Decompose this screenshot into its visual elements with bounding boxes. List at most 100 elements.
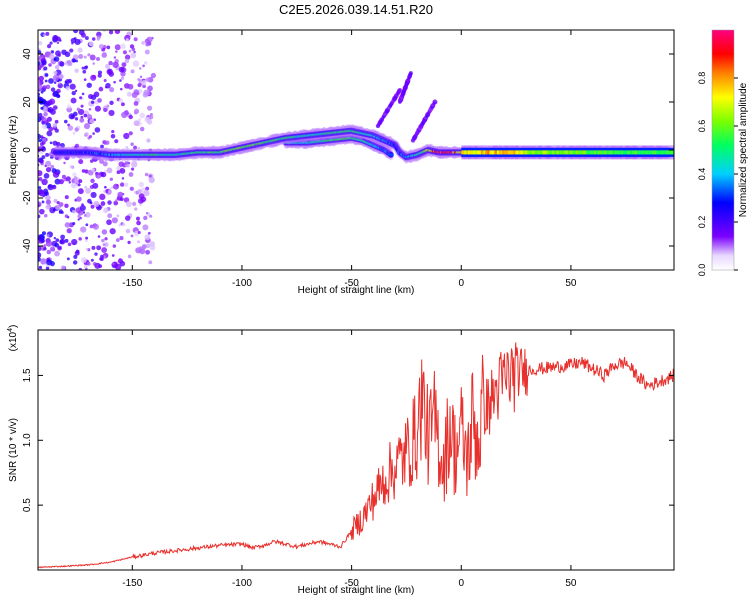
noise-speck [43, 247, 47, 251]
steady-band-point [513, 150, 517, 155]
noise-speck [77, 183, 81, 187]
spectrogram-y-tick-label: 20 [22, 96, 33, 108]
steady-band-point [523, 150, 526, 155]
noise-speck [42, 117, 47, 122]
noise-speck [49, 41, 53, 45]
noise-speck [80, 226, 87, 233]
steady-band-point [492, 150, 496, 155]
noise-speck [119, 236, 124, 241]
noise-speck [80, 115, 84, 119]
steady-band-point [617, 150, 621, 155]
noise-speck [74, 89, 78, 93]
noise-speck [84, 36, 89, 40]
noise-speck [106, 104, 110, 108]
noise-speck [114, 263, 122, 270]
steady-band-point [465, 150, 468, 155]
noise-speck [71, 58, 76, 63]
noise-speck [38, 50, 42, 55]
noise-speck [38, 214, 41, 219]
noise-speck [81, 169, 86, 173]
noise-speck [106, 219, 112, 226]
noise-speck [54, 250, 60, 257]
noise-speck [125, 38, 129, 42]
noise-speck [72, 221, 76, 226]
steady-band-point [573, 150, 576, 155]
steady-band-point [519, 150, 522, 155]
noise-speck [128, 131, 133, 136]
steady-band-point [545, 150, 548, 155]
noise-speck [87, 53, 91, 57]
noise-speck [149, 241, 156, 247]
noise-speck [54, 178, 61, 185]
noise-speck [38, 87, 42, 91]
steady-band-point [587, 150, 591, 155]
noise-speck [59, 61, 65, 67]
noise-speck [68, 113, 75, 120]
noise-speck [83, 264, 88, 269]
steady-band-point [584, 150, 588, 155]
noise-speck [66, 228, 72, 234]
noise-speck [90, 74, 97, 81]
noise-speck [111, 254, 115, 257]
steady-band-point [577, 150, 580, 155]
noise-speck [90, 204, 95, 209]
noise-speck [92, 182, 99, 189]
noise-speck [54, 155, 60, 160]
noise-speck [91, 245, 96, 250]
noise-speck [38, 96, 42, 102]
noise-speck [83, 214, 87, 217]
noise-speck [115, 238, 120, 242]
noise-speck [75, 59, 78, 63]
steady-band-point [475, 150, 479, 155]
noise-speck [64, 80, 68, 84]
noise-speck [38, 177, 43, 181]
steady-band-point [524, 150, 527, 155]
noise-speck [133, 145, 137, 150]
noise-speck [145, 42, 150, 47]
spectrogram-axes: -150 -100 -50 0 50 -40 -20 0 20 40 [22, 30, 674, 289]
colorbar-tick-label: 0.8 [697, 72, 707, 85]
steady-band-point [642, 150, 646, 155]
noise-speck [130, 142, 134, 146]
steady-band-point [646, 150, 650, 155]
steady-band-point [534, 150, 538, 155]
steady-band-point [620, 150, 623, 155]
steady-band-point [500, 150, 504, 155]
steady-band-point [503, 150, 506, 155]
noise-speck [38, 116, 42, 123]
noise-speck [64, 203, 69, 209]
noise-speck [124, 54, 131, 60]
noise-speck [46, 130, 53, 137]
steady-band-point [621, 150, 625, 155]
noise-speck [45, 160, 52, 167]
noise-speck [53, 198, 58, 203]
noise-speck [41, 155, 46, 160]
noise-speck [85, 187, 91, 194]
steady-band-point [516, 150, 520, 155]
steady-band-point [575, 150, 579, 155]
noise-speck [137, 157, 140, 161]
noise-speck [64, 154, 70, 161]
noise-speck [90, 100, 95, 105]
steady-band-point [562, 150, 566, 155]
noise-speck [50, 164, 55, 169]
steady-band-point [471, 150, 475, 155]
steady-band-point [541, 150, 545, 155]
steady-band-point [517, 150, 521, 155]
steady-band-point [521, 150, 525, 155]
noise-speck [64, 119, 68, 124]
steady-band-point [556, 150, 559, 155]
noise-speck [72, 260, 78, 265]
noise-speck [81, 66, 85, 70]
streak-point [408, 71, 413, 76]
noise-speck [136, 220, 141, 226]
noise-speck [48, 63, 52, 67]
noise-speck [52, 105, 58, 110]
noise-speck [83, 78, 87, 82]
steady-band-point [567, 150, 571, 155]
steady-band-point [611, 150, 614, 155]
steady-band-point [645, 150, 648, 155]
noise-speck [71, 238, 78, 246]
noise-speck [46, 259, 52, 266]
noise-speck [139, 112, 146, 119]
